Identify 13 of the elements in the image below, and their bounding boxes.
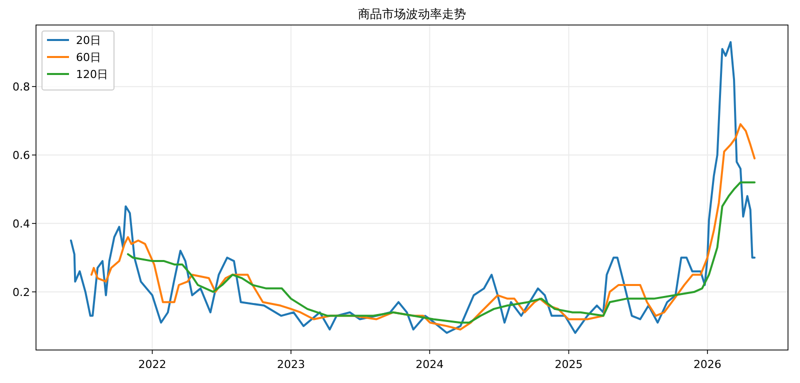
- legend-label: 60日: [76, 51, 101, 64]
- y-tick-label: 0.6: [12, 149, 30, 162]
- y-tick-label: 0.2: [12, 286, 30, 299]
- y-tick-label: 0.8: [12, 80, 30, 94]
- x-tick-label: 2022: [138, 358, 166, 371]
- y-tick-label: 0.4: [12, 217, 30, 230]
- x-tick-label: 2023: [276, 358, 305, 371]
- chart-title: 商品市场波动率走势: [358, 7, 466, 21]
- x-tick-label: 2024: [416, 358, 444, 371]
- legend-label: 120日: [76, 68, 108, 81]
- x-tick-label: 2026: [693, 358, 722, 371]
- x-tick-label: 2025: [554, 358, 583, 371]
- legend-label: 20日: [76, 34, 101, 47]
